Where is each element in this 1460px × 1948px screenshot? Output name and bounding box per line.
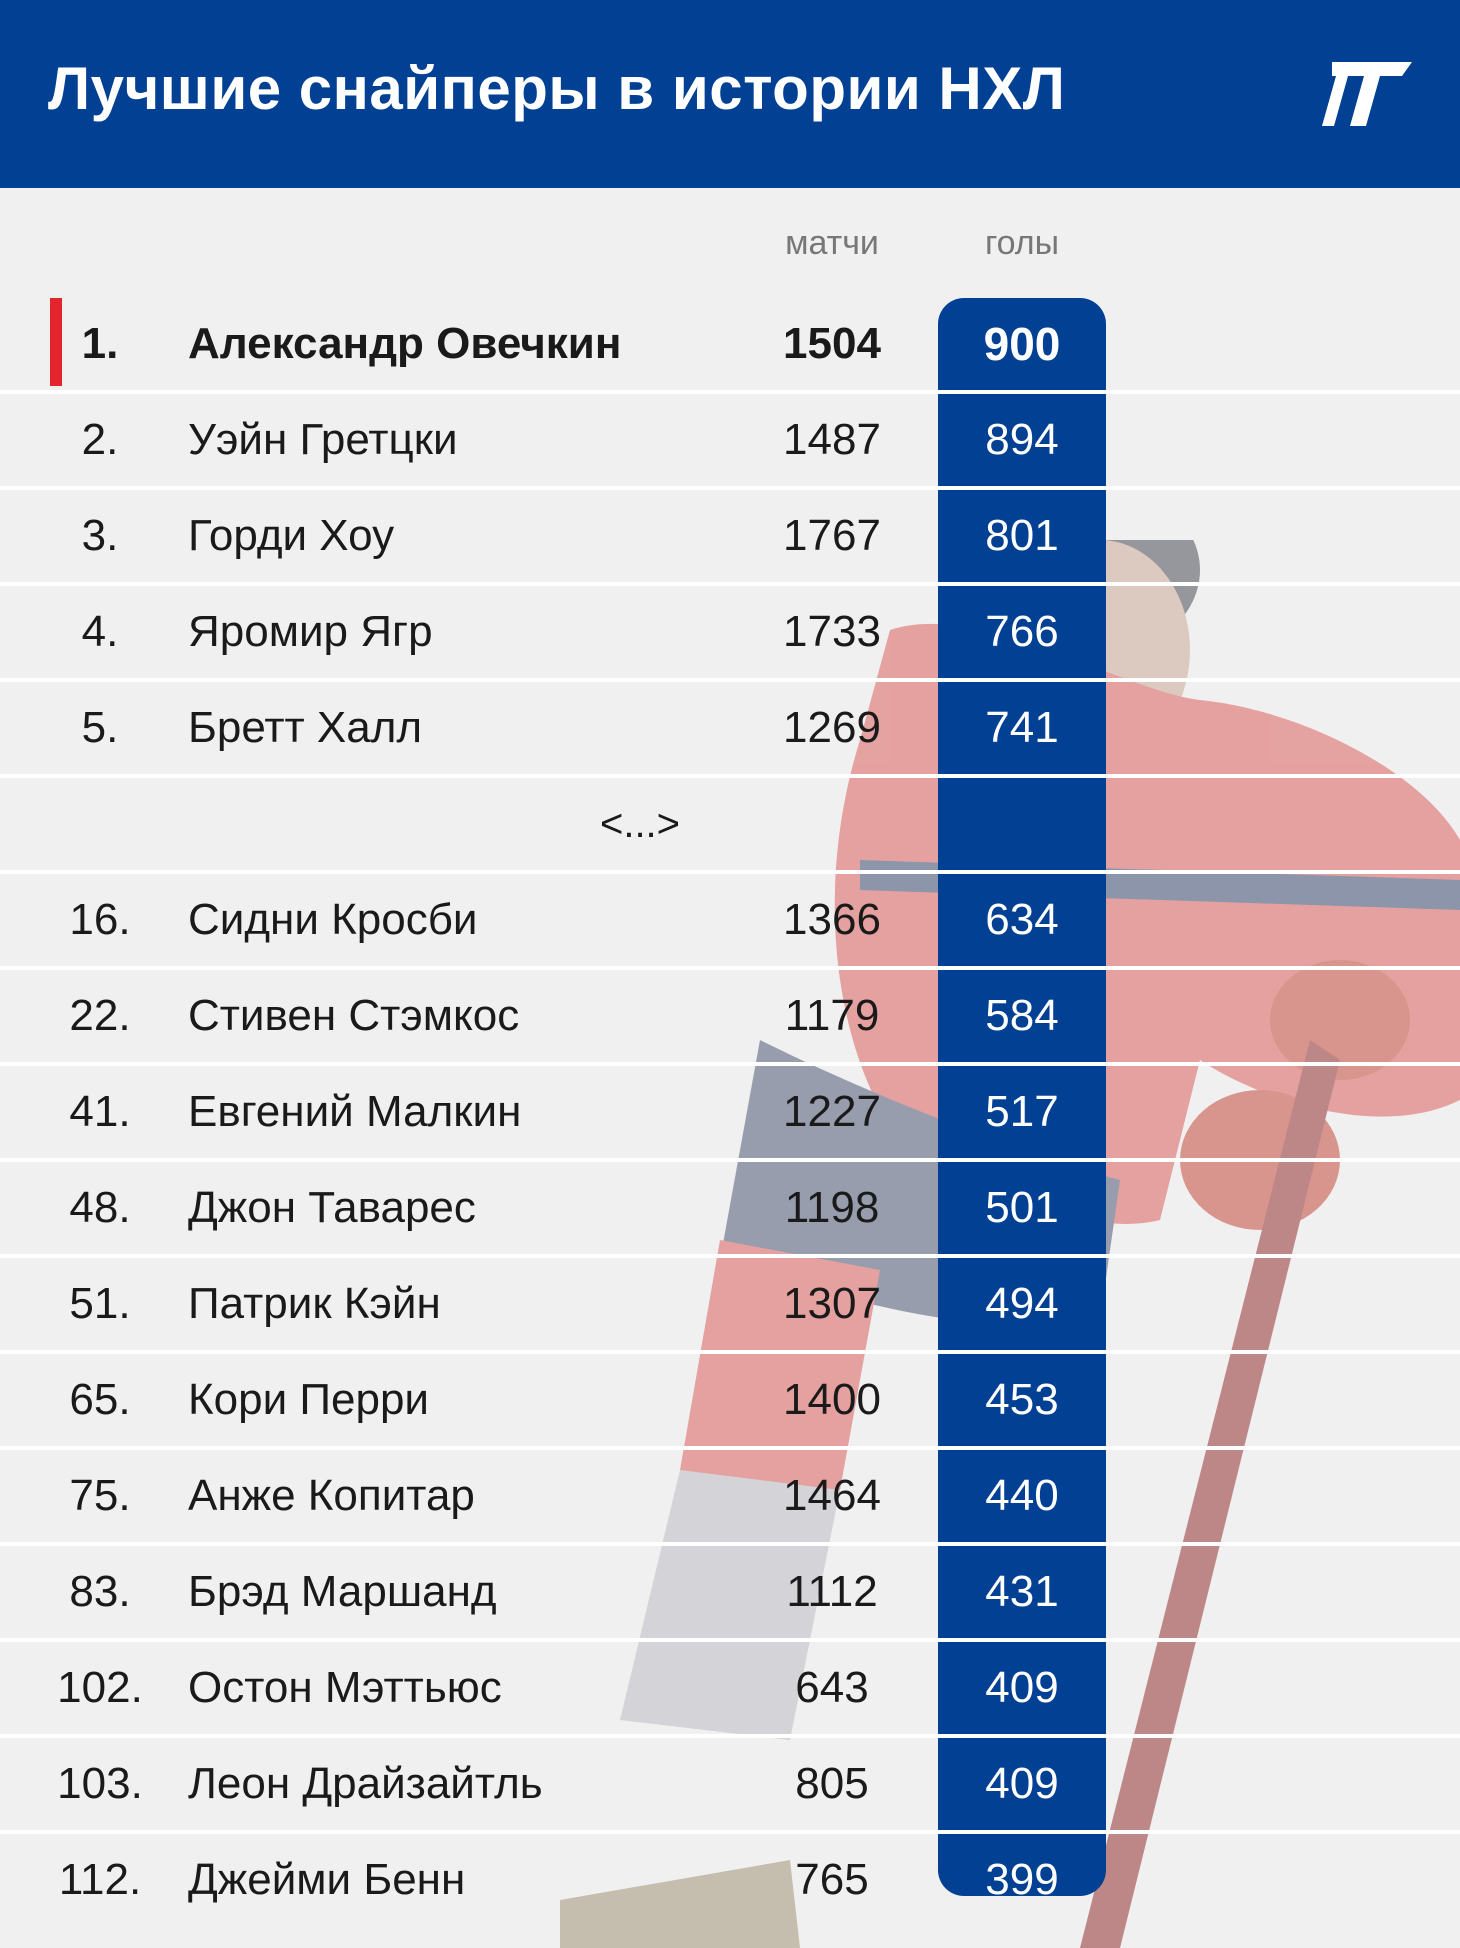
page-title: Лучшие снайперы в истории НХЛ bbox=[48, 55, 1066, 122]
table-row: 75. Анже Копитар 1464 440 bbox=[0, 1450, 1460, 1546]
rank: 22. bbox=[69, 991, 131, 1040]
rank: 102. bbox=[57, 1663, 143, 1712]
rank: 112. bbox=[58, 1855, 142, 1904]
header: Лучшие снайперы в истории НХЛ bbox=[0, 0, 1460, 188]
matches-value: 643 bbox=[795, 1663, 869, 1712]
table-row: 51. Патрик Кэйн 1307 494 bbox=[0, 1258, 1460, 1354]
column-header-goals: голы bbox=[984, 224, 1060, 262]
goals-value: 440 bbox=[985, 1471, 1059, 1520]
player-name: Остон Мэттьюс bbox=[188, 1663, 502, 1712]
table-row: 65. Кори Перри 1400 453 bbox=[0, 1354, 1460, 1450]
matches-value: 805 bbox=[795, 1759, 869, 1808]
player-name: Александр Овечкин bbox=[188, 319, 622, 368]
goals-value: 501 bbox=[985, 1183, 1059, 1232]
player-name: Горди Хоу bbox=[188, 511, 395, 560]
table-row: 1. Александр Овечкин 1504 900 bbox=[0, 298, 1460, 394]
table-row: 4. Яромир Ягр 1733 766 bbox=[0, 586, 1460, 682]
goals-value: 894 bbox=[985, 415, 1059, 464]
player-name: Яромир Ягр bbox=[188, 607, 433, 656]
player-name: Сидни Кросби bbox=[188, 895, 478, 944]
rank: 83. bbox=[69, 1567, 131, 1616]
matches-value: 1112 bbox=[786, 1567, 878, 1616]
rank: 4. bbox=[81, 607, 119, 656]
player-name: Бретт Халл bbox=[188, 703, 423, 752]
player-name: Уэйн Гретцки bbox=[188, 415, 458, 464]
player-name: Леон Драйзайтль bbox=[188, 1759, 543, 1808]
matches-value: 1198 bbox=[784, 1183, 880, 1232]
slash-logo-icon bbox=[1322, 62, 1412, 126]
goals-value: 900 bbox=[983, 318, 1061, 370]
player-name: Анже Копитар bbox=[188, 1471, 475, 1520]
player-name: Евгений Малкин bbox=[188, 1087, 522, 1136]
matches-value: 1504 bbox=[783, 319, 881, 368]
table-row: 2. Уэйн Гретцки 1487 894 bbox=[0, 394, 1460, 490]
goals-value: 741 bbox=[985, 703, 1059, 752]
goals-value: 409 bbox=[985, 1759, 1059, 1808]
goals-value: 766 bbox=[985, 607, 1059, 656]
matches-value: 1179 bbox=[784, 991, 880, 1040]
rank: 2. bbox=[81, 415, 119, 464]
rank: 1. bbox=[81, 319, 119, 368]
scorers-table: 1. Александр Овечкин 1504 900 2. Уэйн Гр… bbox=[0, 298, 1460, 1926]
matches-value: 1767 bbox=[783, 511, 881, 560]
player-name: Патрик Кэйн bbox=[188, 1279, 441, 1328]
player-name: Джон Таварес bbox=[188, 1183, 476, 1232]
column-header-matches: матчи bbox=[785, 224, 879, 262]
table-row: 22. Стивен Стэмкос 1179 584 bbox=[0, 970, 1460, 1066]
matches-value: 1366 bbox=[783, 895, 881, 944]
ellipsis-text: <...> bbox=[599, 802, 681, 846]
goals-value: 634 bbox=[985, 895, 1059, 944]
goals-column-background bbox=[938, 298, 1106, 1896]
rank: 16. bbox=[69, 895, 131, 944]
matches-value: 1227 bbox=[783, 1087, 881, 1136]
goals-value: 409 bbox=[985, 1663, 1059, 1712]
goals-value: 584 bbox=[985, 991, 1059, 1040]
rank: 103. bbox=[57, 1759, 143, 1808]
highlight-marker bbox=[50, 298, 62, 386]
rank: 5. bbox=[81, 703, 119, 752]
rank: 51. bbox=[69, 1279, 131, 1328]
table-row: 5. Бретт Халл 1269 741 bbox=[0, 682, 1460, 778]
goals-value: 431 bbox=[985, 1567, 1059, 1616]
player-name: Стивен Стэмкос bbox=[188, 991, 520, 1040]
table-row-ellipsis: <...> bbox=[0, 778, 1460, 874]
matches-value: 1464 bbox=[783, 1471, 881, 1520]
table-row: 112. Джейми Бенн 765 399 bbox=[0, 1834, 1460, 1926]
table-row: 3. Горди Хоу 1767 801 bbox=[0, 490, 1460, 586]
rank: 48. bbox=[69, 1183, 131, 1232]
goals-value: 801 bbox=[985, 511, 1059, 560]
goals-value: 453 bbox=[985, 1375, 1059, 1424]
rank: 65. bbox=[69, 1375, 131, 1424]
rank: 75. bbox=[69, 1471, 131, 1520]
goals-value: 399 bbox=[985, 1855, 1059, 1904]
matches-value: 1307 bbox=[783, 1279, 881, 1328]
matches-value: 1487 bbox=[783, 415, 881, 464]
table-row: 48. Джон Таварес 1198 501 bbox=[0, 1162, 1460, 1258]
matches-value: 1733 bbox=[783, 607, 881, 656]
matches-value: 1400 bbox=[783, 1375, 881, 1424]
table-row: 103. Леон Драйзайтль 805 409 bbox=[0, 1738, 1460, 1834]
goals-value: 494 bbox=[985, 1279, 1059, 1328]
matches-value: 1269 bbox=[783, 703, 881, 752]
goals-value: 517 bbox=[985, 1087, 1059, 1136]
table-row: 102. Остон Мэттьюс 643 409 bbox=[0, 1642, 1460, 1738]
table-row: 41. Евгений Малкин 1227 517 bbox=[0, 1066, 1460, 1162]
rank: 3. bbox=[81, 511, 119, 560]
table-row: 83. Брэд Маршанд 1112 431 bbox=[0, 1546, 1460, 1642]
player-name: Джейми Бенн bbox=[188, 1855, 466, 1904]
player-name: Брэд Маршанд bbox=[188, 1567, 497, 1616]
player-name: Кори Перри bbox=[188, 1375, 429, 1424]
table-row: 16. Сидни Кросби 1366 634 bbox=[0, 874, 1460, 970]
rank: 41. bbox=[69, 1087, 131, 1136]
matches-value: 765 bbox=[795, 1855, 869, 1904]
